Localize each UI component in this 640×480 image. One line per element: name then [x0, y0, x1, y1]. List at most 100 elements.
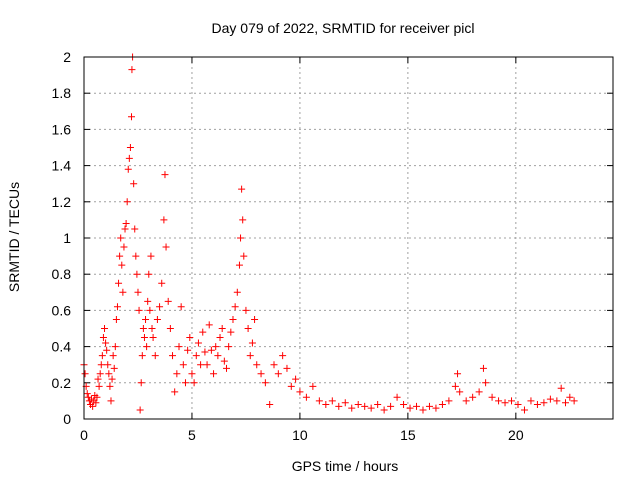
x-tick-label: 5 [188, 427, 196, 443]
data-point [120, 243, 128, 251]
data-point [495, 397, 503, 405]
data-point [134, 288, 142, 296]
data-point [456, 388, 464, 396]
data-point [413, 402, 421, 410]
data-point [527, 397, 535, 405]
y-tick-label: 0 [63, 411, 71, 427]
y-tick-label: 2 [63, 49, 71, 65]
data-point [309, 382, 317, 390]
data-point [188, 370, 196, 378]
y-tick-label: 0.2 [52, 375, 72, 391]
data-point [488, 393, 496, 401]
data-point [117, 234, 125, 242]
data-point [322, 401, 330, 409]
data-point [248, 339, 256, 347]
data-point [103, 346, 111, 354]
data-point [540, 399, 548, 407]
data-point [111, 343, 119, 351]
data-point [520, 406, 528, 414]
data-point [156, 303, 164, 311]
data-point [96, 370, 104, 378]
data-point [119, 288, 127, 296]
data-point [137, 379, 145, 387]
data-point [251, 315, 259, 323]
data-point [149, 334, 157, 342]
data-point [225, 343, 233, 351]
data-point [253, 361, 261, 369]
x-axis-label: GPS time / hours [292, 458, 399, 474]
data-point [124, 165, 132, 173]
data-point [438, 401, 446, 409]
data-point [186, 334, 194, 342]
data-point [406, 404, 414, 412]
data-point [148, 325, 156, 332]
data-point [238, 185, 246, 193]
data-point [128, 113, 136, 121]
data-point [279, 352, 287, 360]
data-point [161, 171, 169, 179]
data-point [171, 388, 179, 396]
data-point [302, 393, 310, 401]
data-point [218, 325, 226, 332]
data-point [99, 334, 107, 342]
data-point [116, 252, 124, 260]
data-point [112, 315, 120, 323]
chart-title: Day 079 of 2022, SRMTID for receiver pic… [212, 20, 475, 36]
data-point [106, 382, 114, 390]
data-point [169, 352, 177, 360]
data-point [179, 361, 187, 369]
data-point [266, 401, 274, 409]
data-point [144, 297, 152, 305]
data-point [270, 361, 278, 369]
data-point [121, 225, 129, 233]
data-point [292, 375, 300, 383]
data-point [145, 270, 153, 278]
data-point [393, 393, 401, 401]
data-point [102, 339, 110, 347]
tick-labels: 0 5 10 15 20 0 0.2 0.4 0.6 0.8 1 1.2 1.4 1.6 1.8 2 [52, 49, 524, 443]
data-point [533, 401, 541, 409]
data-point [235, 261, 243, 269]
data-point [380, 406, 388, 414]
x-tick-label: 20 [508, 427, 524, 443]
data-point [184, 346, 192, 354]
data-point [257, 370, 265, 378]
data-point [205, 321, 213, 329]
data-point [89, 402, 97, 410]
data-point [239, 216, 247, 224]
data-point [328, 397, 336, 405]
data-point [425, 402, 433, 410]
data-point [123, 198, 131, 206]
data-point [223, 364, 231, 372]
data-point [207, 346, 215, 354]
data-point [237, 234, 245, 242]
data-point [210, 370, 218, 378]
y-tick-label: 0.6 [52, 302, 72, 318]
data-points [80, 53, 578, 414]
data-point [130, 180, 138, 188]
data-point [557, 384, 565, 392]
data-point [348, 404, 356, 412]
data-point [508, 397, 516, 405]
y-tick-label: 1.8 [52, 85, 72, 101]
x-tick-label: 10 [292, 427, 308, 443]
data-point [147, 252, 155, 260]
data-point [475, 388, 483, 396]
y-tick-label: 1.6 [52, 121, 72, 137]
data-point [214, 352, 222, 360]
x-tick-label: 0 [80, 427, 88, 443]
grid-lines [84, 57, 613, 419]
data-point [142, 315, 150, 323]
data-point [164, 297, 172, 305]
data-point [140, 334, 148, 342]
data-point [374, 401, 382, 409]
data-point [131, 225, 139, 233]
data-point [454, 370, 462, 378]
data-point [92, 399, 100, 407]
data-point [190, 379, 198, 387]
data-point [514, 401, 522, 409]
data-point [283, 364, 291, 372]
y-tick-label: 0.4 [52, 339, 72, 355]
data-point [242, 306, 250, 314]
